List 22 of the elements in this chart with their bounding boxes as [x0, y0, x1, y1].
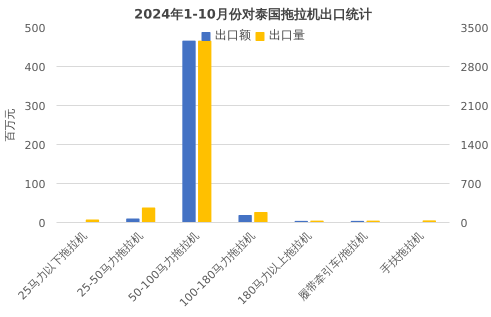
y-tick-label: 500 — [24, 22, 46, 35]
y-tick-label: 0 — [38, 217, 46, 230]
chart-title: 2024年1-10月份对泰国拖拉机出口统计 — [134, 6, 372, 22]
legend-label: 出口额 — [215, 27, 251, 44]
y-axis-title: 百万元 — [4, 108, 17, 142]
y2-tick-label: 0 — [460, 217, 468, 230]
y2-tick-label: 700 — [460, 178, 482, 191]
y2-tick-label: 2100 — [460, 100, 488, 113]
y-tick-label: 100 — [24, 178, 46, 191]
y2-tick-label: 1400 — [460, 139, 488, 152]
bar — [238, 214, 252, 222]
bar — [182, 40, 196, 222]
bar — [254, 212, 268, 222]
bar — [198, 40, 212, 222]
bar — [142, 208, 156, 222]
y2-tick-label: 2800 — [460, 61, 488, 74]
y-tick-label: 400 — [24, 61, 46, 74]
legend-label: 出口量 — [269, 27, 305, 44]
x-tick-label: 手扶拖拉机 — [378, 228, 426, 277]
y2-tick-label: 3500 — [460, 22, 488, 35]
y-tick-label: 300 — [24, 100, 46, 113]
y-tick-label: 200 — [24, 139, 46, 152]
